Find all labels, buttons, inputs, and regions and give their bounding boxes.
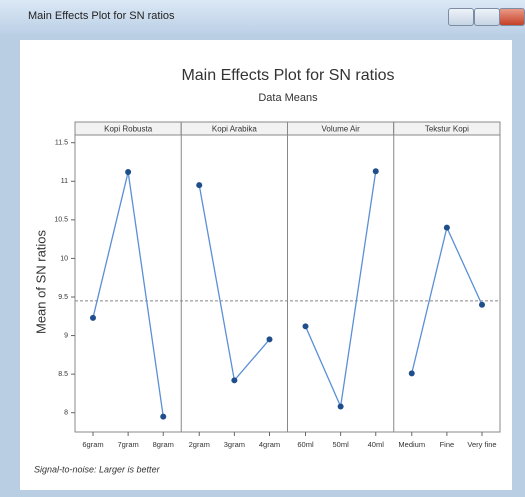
y-tick-label: 10 xyxy=(60,255,68,262)
data-point xyxy=(125,169,132,176)
x-tick-label: Fine xyxy=(440,440,455,449)
x-tick-label: 8gram xyxy=(153,440,174,449)
data-point xyxy=(266,336,273,343)
chart-background xyxy=(20,40,512,490)
x-tick-label: 6gram xyxy=(82,440,103,449)
panel-title: Kopi Robusta xyxy=(104,125,153,134)
panel-title: Volume Air xyxy=(322,125,361,134)
x-tick-label: Very fine xyxy=(467,440,496,449)
y-tick-label: 9.5 xyxy=(58,294,68,301)
window-title: Main Effects Plot for SN ratios xyxy=(28,10,175,22)
chart-title: Main Effects Plot for SN ratios xyxy=(181,67,394,84)
y-tick-label: 8.5 xyxy=(58,371,68,378)
data-point xyxy=(372,168,379,175)
data-point xyxy=(479,301,485,308)
data-point xyxy=(302,323,309,330)
x-tick-label: 40ml xyxy=(368,440,385,449)
data-point xyxy=(231,377,238,384)
y-tick-label: 9 xyxy=(64,332,68,339)
x-tick-label: 3gram xyxy=(224,440,245,449)
chart-subtitle: Data Means xyxy=(258,92,318,104)
x-tick-label: 4gram xyxy=(259,440,280,449)
x-tick-label: Medium xyxy=(398,440,425,449)
minimize-button[interactable] xyxy=(448,8,474,26)
y-tick-label: 11 xyxy=(61,178,68,185)
x-tick-label: 50ml xyxy=(332,440,349,449)
x-tick-label: 60ml xyxy=(297,440,314,449)
y-tick-label: 10.5 xyxy=(54,217,68,224)
data-point xyxy=(196,182,203,189)
data-point xyxy=(90,314,96,321)
panel-title: Tekstur Kopi xyxy=(425,125,469,134)
data-point xyxy=(337,403,344,410)
panel-title: Kopi Arabika xyxy=(212,125,257,134)
data-point xyxy=(160,413,167,420)
y-tick-label: 11.5 xyxy=(55,140,68,147)
footnote: Signal-to-noise: Larger is better xyxy=(34,464,161,474)
y-tick-label: 8 xyxy=(64,410,68,417)
title-bar: Main Effects Plot for SN ratios xyxy=(0,0,525,34)
x-tick-label: 7gram xyxy=(117,440,138,449)
panel-header xyxy=(393,121,501,136)
x-tick-label: 2gram xyxy=(189,440,210,449)
data-point xyxy=(408,370,415,377)
y-axis-label: Mean of SN ratios xyxy=(33,229,48,334)
data-point xyxy=(443,224,450,231)
